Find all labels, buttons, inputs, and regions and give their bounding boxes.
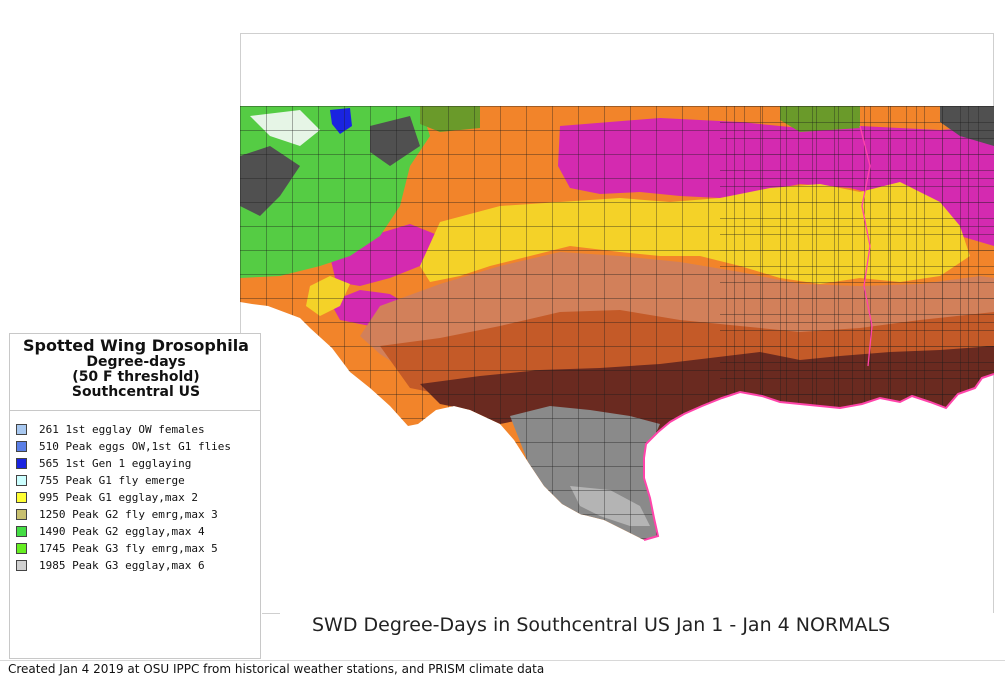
legend-label: 261 1st egglay OW females (39, 422, 205, 436)
legend-label: 1490 Peak G2 egglay,max 4 (39, 524, 205, 538)
map-title: SWD Degree-Days in Southcentral US Jan 1… (312, 614, 891, 636)
legend-item: 565 1st Gen 1 egglaying (16, 456, 191, 470)
county-grid-east (720, 106, 994, 540)
legend-swatch (16, 508, 27, 520)
legend: Spotted Wing Drosophila Degree-days (50 … (9, 333, 261, 659)
legend-threshold: (50 F threshold) (72, 369, 200, 385)
legend-label: 755 Peak G1 fly emerge (39, 473, 185, 487)
legend-item: 1250 Peak G2 fly emrg,max 3 (16, 507, 218, 521)
legend-title: Spotted Wing Drosophila (23, 336, 249, 355)
legend-label: 1745 Peak G3 fly emrg,max 5 (39, 541, 218, 555)
legend-label: 1250 Peak G2 fly emrg,max 3 (39, 507, 218, 521)
legend-swatch (16, 559, 27, 571)
legend-label: 1985 Peak G3 egglay,max 6 (39, 558, 205, 572)
legend-item: 755 Peak G1 fly emerge (16, 473, 185, 487)
legend-item: 510 Peak eggs OW,1st G1 flies (16, 439, 231, 453)
coastline (643, 373, 994, 541)
legend-swatch (16, 457, 27, 469)
legend-item: 1745 Peak G3 fly emrg,max 5 (16, 541, 218, 555)
legend-subtitle: Degree-days (86, 354, 186, 370)
legend-swatch (16, 491, 27, 503)
legend-item: 261 1st egglay OW females (16, 422, 205, 436)
legend-divider (10, 410, 260, 411)
legend-label: 565 1st Gen 1 egglaying (39, 456, 192, 470)
legend-swatch (16, 474, 27, 486)
legend-swatch (16, 525, 27, 537)
legend-item: 995 Peak G1 egglay,max 2 (16, 490, 198, 504)
legend-swatch (16, 423, 27, 435)
degree-day-map (240, 106, 994, 541)
legend-item: 1985 Peak G3 egglay,max 6 (16, 558, 205, 572)
legend-region: Southcentral US (71, 384, 201, 400)
legend-label: 995 Peak G1 egglay,max 2 (39, 490, 198, 504)
footer-divider (0, 660, 1005, 661)
frame-tick (262, 613, 280, 614)
legend-swatch (16, 542, 27, 554)
legend-label: 510 Peak eggs OW,1st G1 flies (39, 439, 232, 453)
legend-swatch (16, 440, 27, 452)
legend-item: 1490 Peak G2 egglay,max 4 (16, 524, 205, 538)
river (859, 125, 873, 367)
footer-credit: Created Jan 4 2019 at OSU IPPC from hist… (8, 662, 545, 676)
